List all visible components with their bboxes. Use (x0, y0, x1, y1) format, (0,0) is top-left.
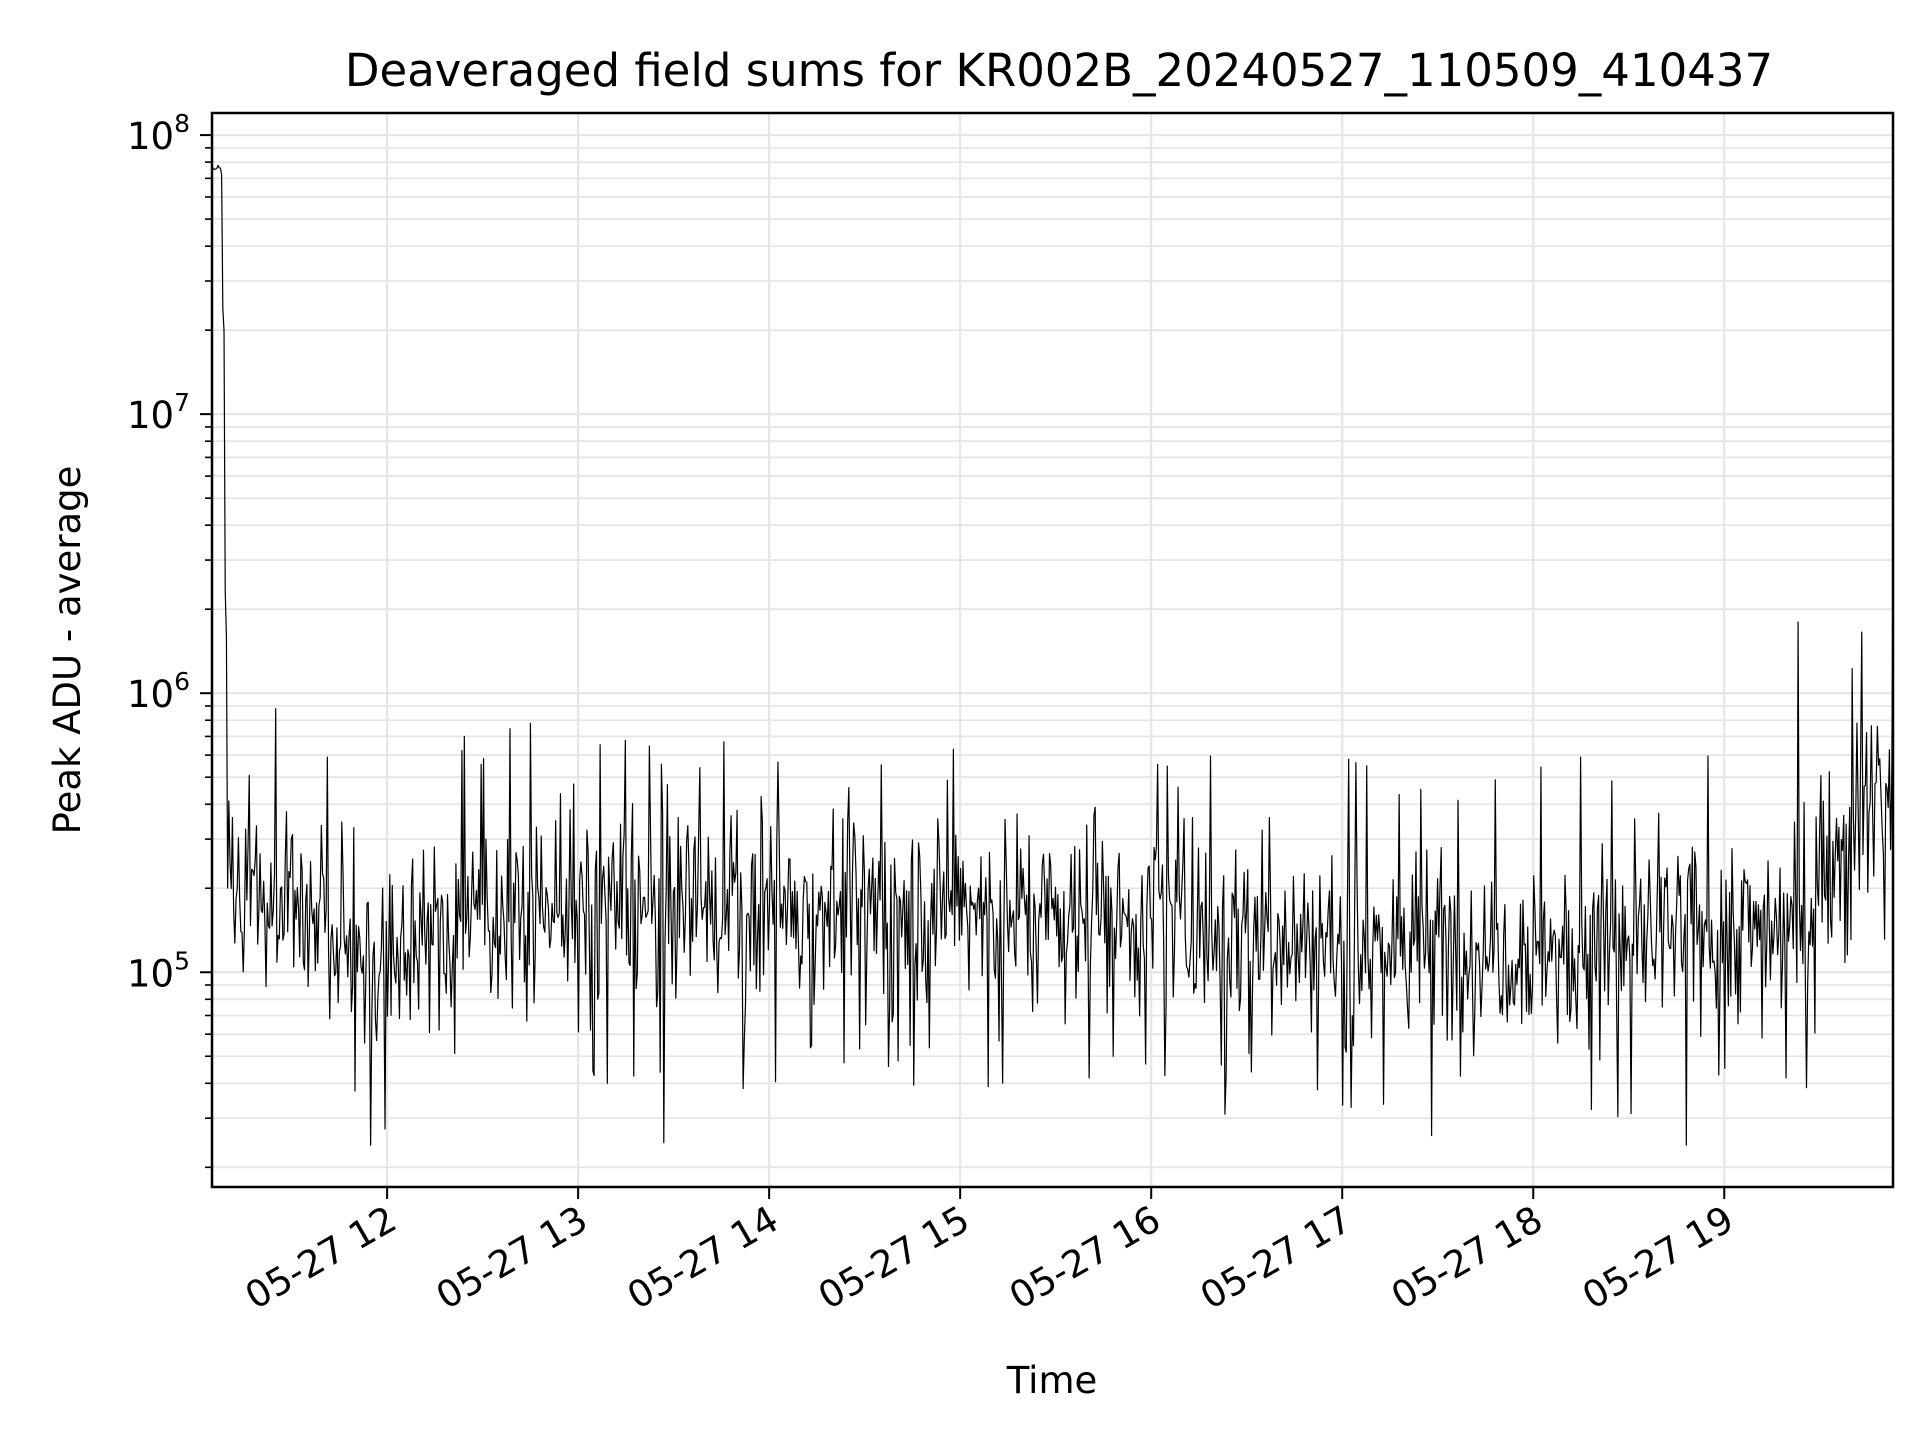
x-axis-label: Time (1006, 1359, 1098, 1402)
y-tick-label: 106 (127, 667, 190, 716)
y-tick-label: 108 (127, 109, 190, 158)
chart-title: Deaveraged field sums for KR002B_2024052… (345, 44, 1773, 97)
plot-frame (210, 111, 1895, 1189)
y-tick-base: 10 (127, 952, 174, 995)
y-tick-base: 10 (127, 673, 174, 716)
y-axis-label: Peak ADU - average (46, 466, 89, 835)
grid (212, 113, 1893, 1187)
y-tick-label: 107 (127, 388, 190, 437)
y-tick-exponent: 5 (174, 946, 190, 975)
y-tick-exponent: 6 (174, 667, 190, 696)
y-tick-exponent: 8 (174, 109, 190, 138)
series-layer (211, 164, 1894, 1146)
y-tick-exponent: 7 (174, 388, 190, 417)
y-tick-base: 10 (127, 394, 174, 437)
y-tick-label: 105 (127, 946, 190, 995)
y-tick-base: 10 (127, 115, 174, 158)
series-line (211, 164, 1894, 1146)
